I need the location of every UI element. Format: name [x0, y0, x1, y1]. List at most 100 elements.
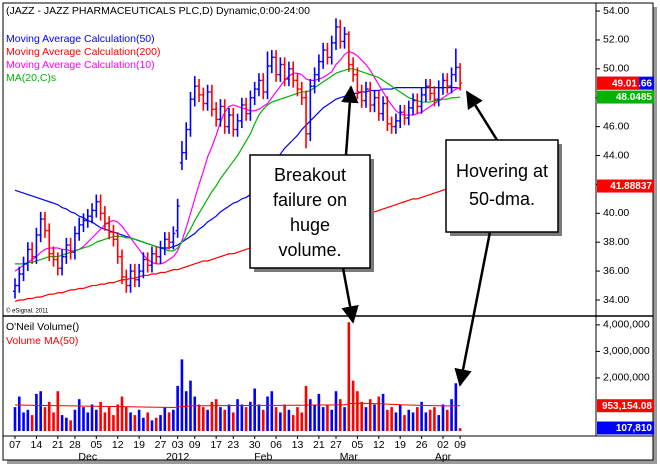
volume-bar: [150, 420, 154, 431]
note-text: volume.: [278, 240, 341, 260]
volume-bar: [356, 391, 359, 431]
volume-bar: [373, 404, 376, 431]
volume-bar: [231, 412, 235, 431]
moving-average-line: [14, 87, 461, 249]
last-value-label: 48.0485: [616, 92, 653, 103]
volume-bar: [377, 396, 381, 431]
volume-bar: [73, 409, 77, 431]
volume-bar: [22, 412, 25, 431]
volume-bar: [437, 415, 441, 431]
volume-bar: [30, 415, 34, 431]
y-tick-label: 40.00: [603, 207, 629, 219]
volume-title: O'Neil Volume(): [6, 321, 79, 333]
volume-bar: [428, 409, 432, 431]
x-tick-label: 05: [352, 439, 364, 451]
y-tick-label: 3,000,000: [603, 345, 650, 357]
volume-bar: [343, 407, 346, 431]
volume-bar: [202, 407, 205, 431]
volume-bar: [347, 322, 351, 431]
volume-bar: [13, 407, 17, 431]
y-tick-label: 52.00: [603, 34, 629, 46]
note-text: 50-dma.: [469, 189, 535, 209]
volume-bar: [454, 383, 458, 431]
volume-bar: [450, 399, 453, 431]
note-text: huge: [290, 215, 330, 235]
volume-bar: [368, 399, 372, 431]
x-month-label: Dec: [78, 451, 97, 463]
x-tick-label: 30: [249, 439, 261, 451]
volume-bar: [219, 407, 222, 431]
volume-bar: [296, 407, 299, 431]
last-value-label: 41.88837: [610, 181, 652, 192]
x-tick-label: 09: [454, 439, 466, 451]
volume-bar: [291, 415, 295, 431]
x-tick-label: 21: [52, 439, 64, 451]
volume-bar: [321, 407, 325, 431]
x-tick-label: 21: [313, 439, 325, 451]
volume-bar: [82, 407, 85, 431]
volume-bar: [146, 412, 149, 431]
x-tick-label: 03: [172, 439, 184, 451]
volume-ma-last-box: [597, 399, 654, 413]
volume-bar: [420, 401, 423, 431]
volume-bar: [167, 412, 171, 431]
volume-bar: [283, 404, 286, 431]
volume-bar: [47, 401, 51, 431]
volume-bar: [184, 391, 188, 431]
volume-bar: [300, 412, 304, 431]
volume-last-box: [597, 421, 654, 435]
x-tick-label: 17: [210, 439, 222, 451]
volume-bar: [133, 415, 137, 431]
volume-bar: [39, 391, 42, 431]
volume-ma-line: [14, 402, 461, 408]
volume-bar: [458, 428, 462, 431]
volume-bar: [309, 399, 312, 431]
x-tick-label: 02: [437, 439, 449, 451]
x-tick-label: 06: [270, 439, 282, 451]
volume-bar: [90, 404, 94, 431]
x-tick-label: 13: [292, 439, 304, 451]
note-text: Hovering at: [456, 161, 548, 181]
volume-bar: [390, 407, 393, 431]
volume-bar: [236, 399, 239, 431]
volume-bar: [193, 396, 197, 431]
volume-bar: [35, 393, 38, 431]
volume-bar: [52, 412, 55, 431]
volume-bar: [257, 404, 261, 431]
volume-bar: [176, 385, 179, 431]
x-month-label: Feb: [254, 451, 272, 463]
volume-bar: [129, 412, 132, 431]
volume-bar: [116, 404, 120, 431]
volume-bar: [244, 407, 248, 431]
volume-bar: [364, 407, 368, 431]
volume-bar: [279, 412, 282, 431]
x-tick-label: 12: [373, 439, 385, 451]
y-tick-label: 4,000,000: [603, 319, 650, 331]
volume-bar: [445, 409, 449, 431]
volume-bar: [43, 407, 47, 431]
volume-bar: [137, 409, 141, 431]
volume-bar: [433, 407, 436, 431]
volume-bar: [26, 409, 30, 431]
x-month-label: Mar: [340, 451, 359, 463]
arrow: [465, 90, 499, 141]
volume-bar: [17, 396, 21, 431]
volume-bar: [330, 409, 334, 431]
note-text: Breakout: [274, 165, 346, 185]
volume-bar: [120, 396, 124, 431]
arrow: [341, 85, 359, 156]
volume-bar: [214, 399, 218, 431]
volume-ma-last-label: 953,154.08: [602, 401, 652, 412]
note-box: [249, 154, 371, 269]
volume-bar: [227, 404, 231, 431]
last-close-label: 49.01: [612, 78, 637, 89]
moving-average-line: [15, 68, 461, 265]
chart-title: (JAZZ - JAZZ PHARMACEUTICALS PLC,D) Dyna…: [6, 5, 310, 17]
x-month-label: Apr: [435, 451, 452, 463]
volume-bar: [197, 404, 201, 431]
volume-bar: [398, 404, 402, 431]
credit: © eSignal, 2011: [6, 308, 49, 315]
volume-bar: [180, 359, 184, 431]
plot-layer: [13, 18, 463, 431]
